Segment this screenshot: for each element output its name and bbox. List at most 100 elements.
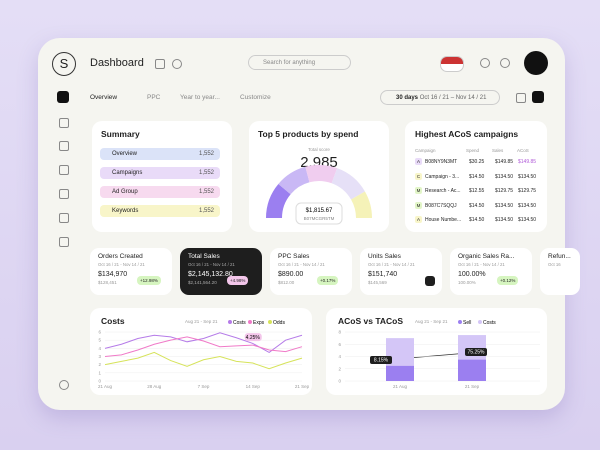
- search-box[interactable]: Search for anything: [248, 55, 351, 70]
- legend-swatch: [228, 320, 232, 324]
- card-title: ACoS vs TACoS: [338, 316, 404, 326]
- nav-icon[interactable]: [59, 165, 69, 175]
- kpi-card[interactable]: [90, 248, 172, 295]
- row-value: 1,552: [198, 151, 214, 157]
- avatar[interactable]: [524, 51, 548, 75]
- notifications[interactable]: [480, 58, 490, 68]
- chart-subtitle: Aug 21 - Sep 21: [185, 319, 218, 324]
- kpi-title: Refun...: [548, 253, 571, 260]
- tab[interactable]: PPC: [147, 94, 161, 101]
- y-tick-label: 6: [338, 342, 341, 347]
- action-button[interactable]: [532, 91, 544, 103]
- annotation: 8.15%: [374, 358, 389, 364]
- kpi-card[interactable]: [180, 248, 262, 295]
- row-icon: M: [415, 201, 422, 209]
- kpi-card[interactable]: [270, 248, 352, 295]
- kpi-title: PPC Sales: [278, 253, 310, 260]
- nav-icon[interactable]: [59, 141, 69, 151]
- spend: $14.50: [469, 173, 485, 180]
- annotation-box: [244, 333, 262, 342]
- spend: $30.25: [469, 159, 485, 165]
- kpi-change: +4.98%: [227, 276, 249, 285]
- logo[interactable]: S: [52, 52, 76, 76]
- bar-segment: [458, 359, 486, 381]
- tab-active[interactable]: Overview: [90, 94, 118, 101]
- summary-row[interactable]: Overview 1,552: [100, 148, 220, 160]
- summary-row[interactable]: Ad Group 1,552: [100, 186, 220, 198]
- x-tick-label: 21 Aug: [98, 384, 113, 389]
- x-tick-label: 28 Aug: [147, 384, 162, 389]
- sales: $149.85: [495, 159, 514, 165]
- campaign-name: House Numbe...: [425, 217, 462, 223]
- row-value: 1,552: [198, 170, 214, 176]
- series-line: [104, 351, 303, 370]
- acos: $149.85: [518, 159, 537, 165]
- legend-label: Costs: [233, 320, 246, 326]
- acos: $134.50: [518, 217, 537, 223]
- nav-icon[interactable]: [59, 118, 69, 128]
- tab[interactable]: Customize: [240, 94, 271, 101]
- summary-row[interactable]: Campaigns 1,552: [100, 167, 220, 179]
- kpi-previous: $812.00: [278, 280, 295, 285]
- donut-segment: [305, 164, 338, 184]
- nav-icon[interactable]: [59, 189, 69, 199]
- kpi-date: Oct 16 / 21 - Nov 14 / 21: [188, 262, 235, 267]
- y-tick-label: 4: [338, 354, 341, 359]
- row-icon: A: [415, 158, 422, 165]
- legend-swatch: [458, 320, 462, 324]
- series-line: [104, 332, 303, 354]
- spend: $12.55: [469, 188, 485, 194]
- legend-swatch: [248, 320, 252, 324]
- tooltip-label: B07MCGR5TM: [304, 216, 335, 221]
- legend-label: Odds: [273, 320, 285, 326]
- tab[interactable]: Year to year...: [180, 94, 220, 101]
- column-header: Campaign: [415, 148, 436, 153]
- video-icon[interactable]: [155, 59, 165, 69]
- date-range: Oct 16 / 21 – Nov 14 / 21: [419, 95, 487, 101]
- donut-segment: [331, 168, 365, 200]
- x-tick-label: 7 Sep: [198, 384, 210, 389]
- donut-segment: [278, 166, 310, 195]
- kpi-date: Oct 16: [548, 262, 561, 267]
- help-icon[interactable]: [172, 59, 182, 69]
- total-caption: Total score: [308, 147, 330, 152]
- kpi-date: Oct 16 / 21 - Nov 14 / 21: [98, 262, 145, 267]
- kpi-previous: 100.00%: [458, 280, 476, 285]
- date-label: 30 days: [396, 95, 419, 101]
- nav-settings[interactable]: [59, 380, 69, 390]
- y-tick-label: 4: [98, 346, 101, 351]
- kpi-card[interactable]: [360, 248, 442, 295]
- kpi-title: Organic Sales Ra...: [458, 253, 515, 260]
- y-tick-label: 1: [98, 370, 101, 375]
- kpi-previous: $145,569: [368, 280, 387, 285]
- legend-label: Costs: [483, 320, 496, 326]
- kpi-button[interactable]: [425, 276, 435, 286]
- kpi-card[interactable]: [450, 248, 532, 295]
- kpi-card[interactable]: [540, 248, 580, 295]
- legend-label: Sell: [463, 320, 471, 326]
- donut-segment: [266, 183, 291, 219]
- kpi-value: 100.00%: [458, 271, 486, 278]
- y-tick-label: 0: [338, 379, 341, 384]
- bar-segment: [386, 365, 414, 381]
- column-header: Sales: [492, 148, 504, 153]
- sales: $134.50: [495, 217, 514, 223]
- kpi-previous: $2,141,564.20: [188, 280, 217, 285]
- nav-home[interactable]: [57, 91, 69, 103]
- kpi-change: +0.12%: [497, 276, 519, 285]
- date-picker[interactable]: 30 days Oct 16 / 21 – Nov 14 / 21: [380, 90, 500, 105]
- nav-icon[interactable]: [59, 213, 69, 223]
- spend: $14.50: [469, 202, 485, 209]
- acos: $134.50: [518, 202, 537, 209]
- sales: $134.50: [495, 173, 514, 180]
- kpi-title: Total Sales: [188, 253, 220, 260]
- messages[interactable]: [500, 58, 510, 68]
- folder-button[interactable]: [516, 93, 526, 103]
- kpi-value: $151,740: [368, 271, 398, 278]
- row-label: Ad Group: [112, 189, 138, 195]
- language-select[interactable]: [440, 56, 464, 72]
- nav-icon[interactable]: [59, 237, 69, 247]
- summary-row[interactable]: Keywords 1,552: [100, 205, 220, 217]
